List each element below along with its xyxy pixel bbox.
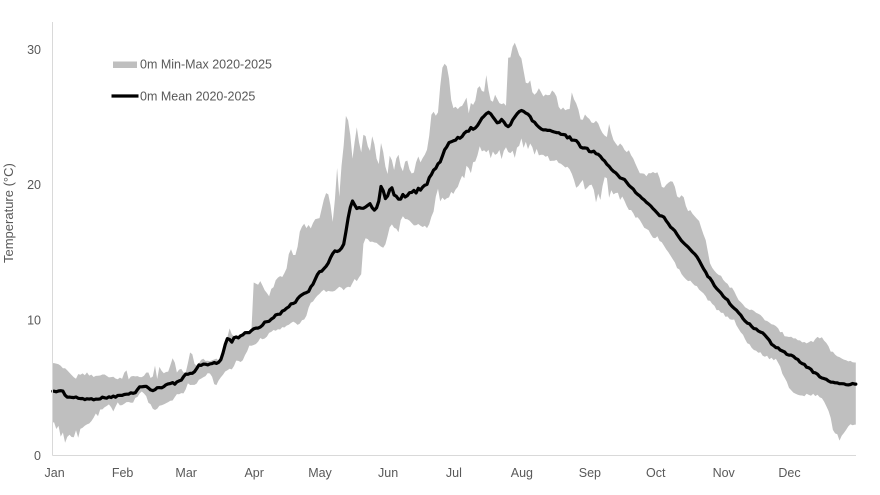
svg-text:Aug: Aug [511,466,533,480]
svg-text:Feb: Feb [112,466,134,480]
svg-text:Jan: Jan [45,466,65,480]
svg-text:20: 20 [27,178,41,192]
svg-text:Sep: Sep [579,466,601,480]
svg-text:0m Mean 2020-2025: 0m Mean 2020-2025 [140,90,255,104]
svg-text:Apr: Apr [244,466,263,480]
svg-text:Nov: Nov [713,466,736,480]
svg-text:Jun: Jun [378,466,398,480]
svg-text:10: 10 [27,314,41,328]
svg-text:Dec: Dec [778,466,800,480]
svg-text:Mar: Mar [175,466,197,480]
svg-text:0: 0 [34,449,41,463]
svg-text:Jul: Jul [446,466,462,480]
svg-text:30: 30 [27,43,41,57]
svg-text:May: May [308,466,332,480]
svg-text:Oct: Oct [646,466,666,480]
svg-text:0m Min-Max 2020-2025: 0m Min-Max 2020-2025 [140,58,272,72]
svg-text:Temperature (°C): Temperature (°C) [1,163,16,263]
